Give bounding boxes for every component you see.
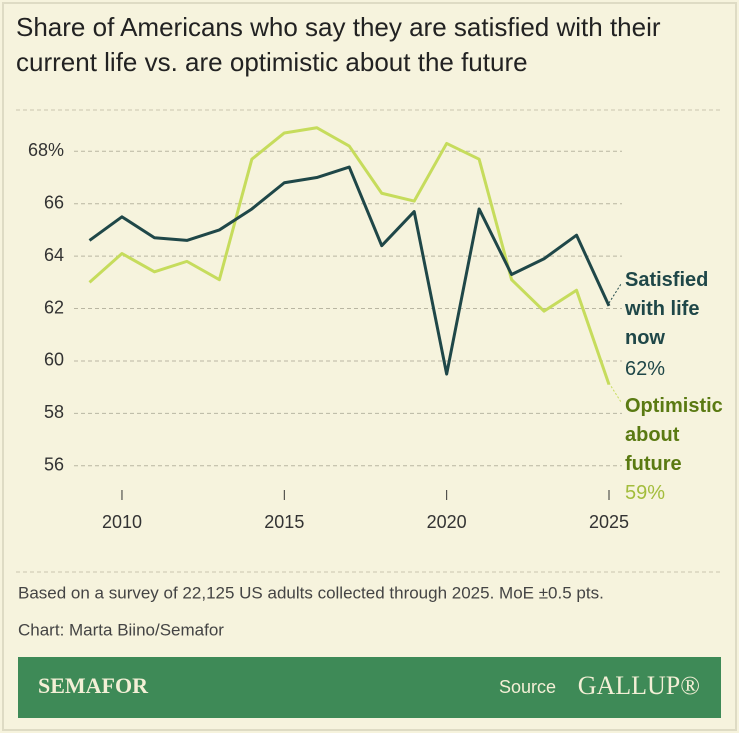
y-tick-label: 68% [28,140,64,160]
x-tick-label: 2025 [589,512,629,532]
brand: SEMAFOR [38,673,149,698]
connector [608,283,622,304]
y-tick-label: 64 [44,245,64,265]
title-box: Share of Americans who say they are sati… [16,12,661,77]
series-label: Optimistic about future [625,395,723,475]
y-tick-label: 58 [44,402,64,422]
chart-title: Share of Americans who say they are sati… [16,12,661,77]
credit: Chart: Marta Biino/Semafor [18,620,224,639]
end-value-label: 59% [625,482,666,504]
source-label: Source [499,677,556,697]
y-tick-label: 66 [44,192,64,212]
y-tick-label: 62 [44,297,64,317]
note: Based on a survey of 22,125 US adults co… [18,583,604,602]
y-tick-label: 60 [44,350,64,370]
line [88,126,611,386]
line [88,165,611,376]
end-value-label: 62% [625,358,666,380]
x-tick-label: 2020 [427,512,467,532]
x-tick-label: 2015 [264,512,304,532]
banner [18,657,721,718]
x-tick-label: 2010 [102,512,142,532]
series-label: Satisfied with life now [625,269,709,349]
connector [608,382,622,403]
y-tick-label: 56 [44,455,64,475]
source: GALLUP® [578,671,700,700]
